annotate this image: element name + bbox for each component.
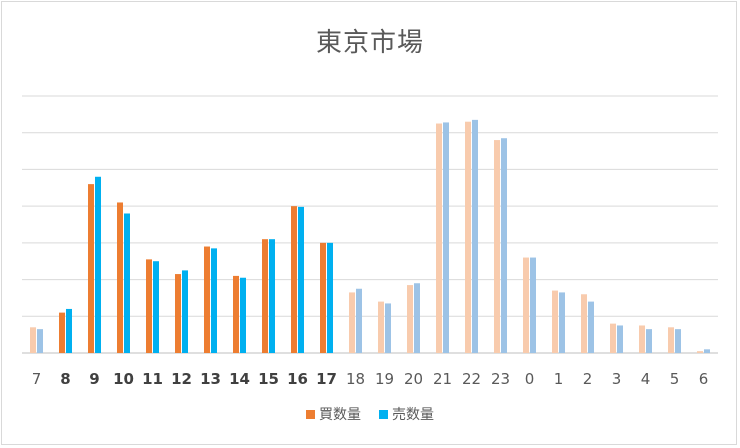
bar-buy-18 [349,292,355,353]
bar-sell-22 [472,119,478,353]
bar-sell-16 [298,206,304,353]
x-tick-label: 23 [491,370,510,388]
legend-swatch-sell [379,409,388,419]
bar-buy-5 [668,327,674,353]
bar-buy-14 [233,275,239,353]
legend-item-buy: 買数量 [306,404,361,424]
bar-sell-9 [95,176,101,353]
bar-sell-7 [37,329,43,353]
bar-buy-0 [523,257,529,353]
bar-buy-17 [320,242,326,353]
bar-sell-2 [588,301,594,353]
bar-sell-6 [704,349,710,353]
legend: 買数量 売数量 [0,404,740,424]
bar-buy-9 [88,184,94,353]
x-tick-label: 7 [32,370,42,388]
x-tick-label: 8 [60,370,70,388]
bar-buy-19 [378,301,384,353]
x-tick-label: 6 [699,370,709,388]
bar-sell-12 [182,270,188,353]
x-tick-label: 10 [113,370,134,388]
bar-buy-2 [581,294,587,353]
bar-sell-1 [559,292,565,353]
bar-buy-6 [697,351,703,353]
x-tick-label: 14 [229,370,250,388]
x-tick-label: 16 [287,370,308,388]
x-tick-label: 18 [346,370,365,388]
bar-sell-10 [124,213,130,353]
x-tick-label: 2 [583,370,593,388]
bar-buy-4 [639,325,645,353]
bar-buy-23 [494,140,500,353]
x-tick-label: 0 [525,370,535,388]
x-tick-label: 3 [612,370,622,388]
bar-sell-0 [530,257,536,353]
bar-sell-8 [66,308,72,353]
bar-buy-8 [59,312,65,353]
bar-buy-16 [291,206,297,353]
bar-sell-23 [501,138,507,353]
bar-sell-13 [211,248,217,353]
x-tick-label: 11 [142,370,163,388]
bar-buy-12 [175,274,181,353]
x-tick-label: 12 [171,370,192,388]
bar-buy-13 [204,246,210,353]
x-tick-label: 9 [89,370,99,388]
x-tick-label: 22 [462,370,481,388]
bar-sell-14 [240,277,246,353]
bar-sell-4 [646,329,652,353]
bar-buy-10 [117,202,123,353]
bar-sell-5 [675,329,681,353]
legend-swatch-buy [306,409,315,419]
bar-sell-11 [153,261,159,353]
x-tick-label: 20 [404,370,423,388]
bar-sell-19 [385,303,391,353]
x-tick-label: 19 [375,370,394,388]
bar-sell-3 [617,325,623,353]
bar-buy-22 [465,121,471,353]
chart-title: 東京市場 [315,28,424,58]
legend-label-buy: 買数量 [319,407,361,423]
x-tick-label: 13 [200,370,221,388]
bar-buy-11 [146,259,152,353]
legend-item-sell: 売数量 [379,404,434,424]
bar-buy-1 [552,290,558,353]
x-tick-label: 21 [433,370,452,388]
bar-buy-15 [262,239,268,353]
x-tick-label: 15 [258,370,279,388]
bar-buy-7 [30,327,36,353]
x-tick-label: 4 [641,370,651,388]
bar-sell-15 [269,239,275,353]
legend-label-sell: 売数量 [392,407,434,423]
bar-buy-20 [407,285,413,353]
bar-buy-21 [436,123,442,354]
bar-sell-17 [327,242,333,353]
x-tick-label: 1 [554,370,564,388]
bar-sell-20 [414,283,420,353]
bar-sell-18 [356,288,362,353]
x-tick-label: 5 [670,370,680,388]
x-tick-label: 17 [316,370,337,388]
bar-buy-3 [610,323,616,353]
bar-sell-21 [443,122,449,353]
